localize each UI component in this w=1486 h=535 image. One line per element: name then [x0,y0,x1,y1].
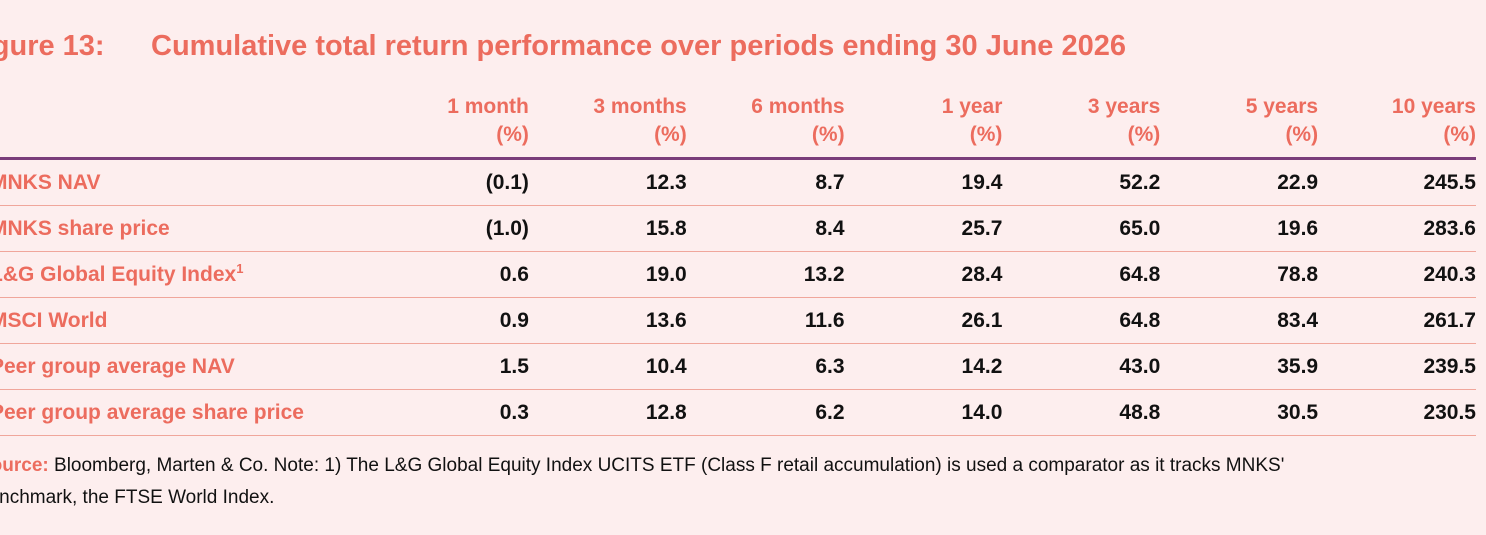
value-cell: 35.9 [1160,343,1319,390]
value-cell: 13.6 [528,297,687,344]
value-cell: 64.8 [1002,251,1161,298]
header-10-years: 10 years (%) [1318,93,1476,160]
value-cell: 0.6 [392,251,529,298]
row-label: Peer group average share price [0,389,393,436]
value-cell: 64.8 [1002,297,1161,344]
value-cell: (0.1) [392,158,529,206]
row-label: MNKS share price [0,205,393,252]
value-cell: 11.6 [686,297,845,344]
value-cell: 283.6 [1318,205,1476,252]
table-row: L&G Global Equity Index1 0.6 19.0 13.2 2… [0,251,1476,298]
table-header-row: 1 month (%) 3 months (%) 6 months (%) 1 yea… [0,93,1476,160]
value-cell: 261.7 [1318,297,1476,344]
row-label: L&G Global Equity Index1 [0,251,393,298]
header-1-year: 1 year (%) [844,93,1003,160]
table-row: Peer group average NAV 1.5 10.4 6.3 14.2… [0,343,1476,390]
figure-title-text: Cumulative total return performance over… [151,30,1126,62]
row-label: MNKS NAV [0,158,393,206]
figure-title: Figure 13: Cumulative total return perfor… [0,30,1126,63]
value-cell: 48.8 [1002,389,1161,436]
value-cell: 245.5 [1318,158,1476,206]
header-3-years: 3 years (%) [1002,93,1161,160]
header-3-months: 3 months (%) [528,93,687,160]
source-text: Bloomberg, Marten & Co. Note: 1) The L&G… [54,455,1285,476]
value-cell: 43.0 [1002,343,1161,390]
row-label: Peer group average NAV [0,343,393,390]
value-cell: 8.4 [686,205,845,252]
value-cell: 22.9 [1160,158,1319,206]
value-cell: 13.2 [686,251,845,298]
value-cell: 6.2 [686,389,845,436]
value-cell: 12.3 [528,158,687,206]
value-cell: 10.4 [528,343,687,390]
performance-table: 1 month (%) 3 months (%) 6 months (%) 1 yea… [0,93,1476,436]
value-cell: 52.2 [1002,158,1161,206]
value-cell: (1.0) [392,205,529,252]
value-cell: 1.5 [392,343,529,390]
value-cell: 12.8 [528,389,687,436]
value-cell: 239.5 [1318,343,1476,390]
source-label: Source: [0,455,49,476]
row-label: MSCI World [0,297,393,344]
value-cell: 8.7 [686,158,845,206]
source-note: Source: Bloomberg, Marten & Co. Note: 1)… [0,450,1486,514]
value-cell: 14.0 [844,389,1003,436]
header-label-cell [0,93,393,160]
value-cell: 240.3 [1318,251,1476,298]
table-row: Peer group average share price 0.3 12.8 … [0,389,1476,436]
header-5-years: 5 years (%) [1160,93,1319,160]
header-6-months: 6 months (%) [686,93,845,160]
value-cell: 83.4 [1160,297,1319,344]
value-cell: 28.4 [844,251,1003,298]
source-line-2: benchmark, the FTSE World Index. [0,487,275,508]
table-row: MNKS share price (1.0) 15.8 8.4 25.7 65.… [0,205,1476,252]
value-cell: 19.6 [1160,205,1319,252]
value-cell: 65.0 [1002,205,1161,252]
value-cell: 26.1 [844,297,1003,344]
value-cell: 230.5 [1318,389,1476,436]
value-cell: 6.3 [686,343,845,390]
value-cell: 78.8 [1160,251,1319,298]
value-cell: 14.2 [844,343,1003,390]
value-cell: 30.5 [1160,389,1319,436]
value-cell: 15.8 [528,205,687,252]
value-cell: 19.0 [528,251,687,298]
figure-label: Figure 13: [0,30,105,62]
performance-table-container: 1 month (%) 3 months (%) 6 months (%) 1 yea… [0,93,1476,436]
value-cell: 25.7 [844,205,1003,252]
table-row: MSCI World 0.9 13.6 11.6 26.1 64.8 83.4 … [0,297,1476,344]
value-cell: 0.9 [392,297,529,344]
value-cell: 19.4 [844,158,1003,206]
value-cell: 0.3 [392,389,529,436]
table-row: MNKS NAV (0.1) 12.3 8.7 19.4 52.2 22.9 2… [0,158,1476,206]
header-1-month: 1 month (%) [392,93,529,160]
source-line-1: Source: Bloomberg, Marten & Co. Note: 1)… [0,450,1486,482]
